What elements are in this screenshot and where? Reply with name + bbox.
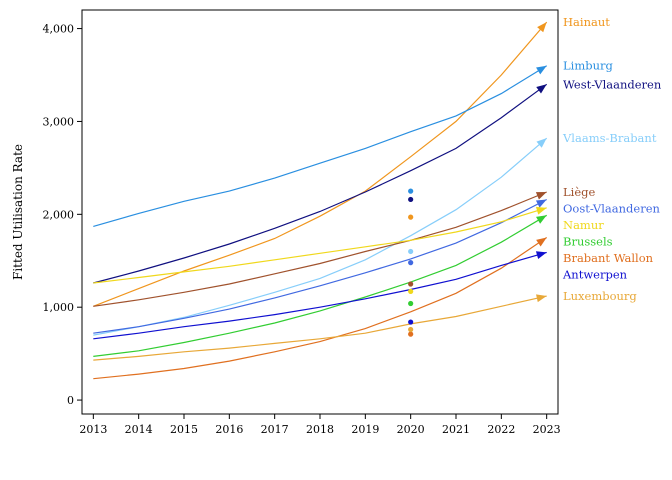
series-arrowhead [535,251,547,260]
data-point [408,326,414,333]
x-tick-label: 2023 [533,423,561,436]
data-point [408,281,414,287]
y-tick-label: 0 [67,394,74,407]
data-point [408,331,414,337]
x-tick-label: 2021 [442,423,470,436]
series-line [93,198,547,334]
series-label: Limburg [563,59,613,73]
series-points [408,188,414,337]
data-point [408,188,414,194]
data-point [408,319,414,325]
series-line [93,295,547,361]
series-label: Brabant Wallon [563,251,654,265]
data-point [408,260,414,266]
series-line [93,237,548,380]
series-arrowhead [536,237,547,247]
data-point [408,248,414,255]
axes: 2013 2014 2015 2016 2017 2018 2019 2020 2021 2022… [43,23,561,436]
data-point [408,300,414,307]
series-label: Hainaut [563,15,610,29]
x-tick-label: 2022 [487,423,515,436]
series-arrowhead [535,192,547,200]
x-tick-label: 2015 [170,423,198,436]
series-label: Antwerpen [562,268,628,282]
series-labels: Hainaut Limburg West-Vlaanderen Vlaams-Brab… [562,15,662,303]
series-label: Luxembourg [563,289,637,303]
series-label: West-Vlaanderen [563,77,662,91]
series-arrowhead [536,84,547,94]
y-tick-label: 3,000 [43,115,75,128]
data-point [408,288,414,295]
series-label: Liège [563,185,595,199]
series-label: Oost-Vlaanderen [563,202,660,216]
series-arrowhead [536,215,547,224]
series-arrowhead [537,22,547,33]
series-arrowhead [535,199,547,208]
series-line [93,65,548,227]
series-arrowhead [536,294,547,303]
series-line [93,83,548,284]
series-line [93,207,547,284]
series-line [93,251,547,340]
y-tick-label: 1,000 [43,301,75,314]
series-label: Namur [563,218,604,232]
x-tick-label: 2013 [79,423,107,436]
series-lines [93,21,548,380]
x-tick-label: 2017 [261,423,289,436]
series-arrowhead [535,206,547,215]
x-tick-label: 2019 [351,423,379,436]
y-tick-label: 4,000 [43,23,75,36]
data-point [408,214,414,220]
series-label: Brussels [563,235,613,249]
x-tick-label: 2020 [397,423,425,436]
x-tick-label: 2014 [125,423,153,436]
x-tick-label: 2018 [306,423,334,436]
y-tick-label: 2,000 [43,208,75,221]
y-axis-title: Fitted Utilisation Rate [11,144,25,280]
series-label: Vlaams-Brabant [562,131,657,145]
series-arrowhead [536,65,547,75]
data-point [408,196,414,203]
series-line [93,214,548,357]
series-arrowhead [536,138,547,148]
series-line [93,191,547,307]
series-line [93,21,548,307]
x-tick-label: 2016 [215,423,243,436]
